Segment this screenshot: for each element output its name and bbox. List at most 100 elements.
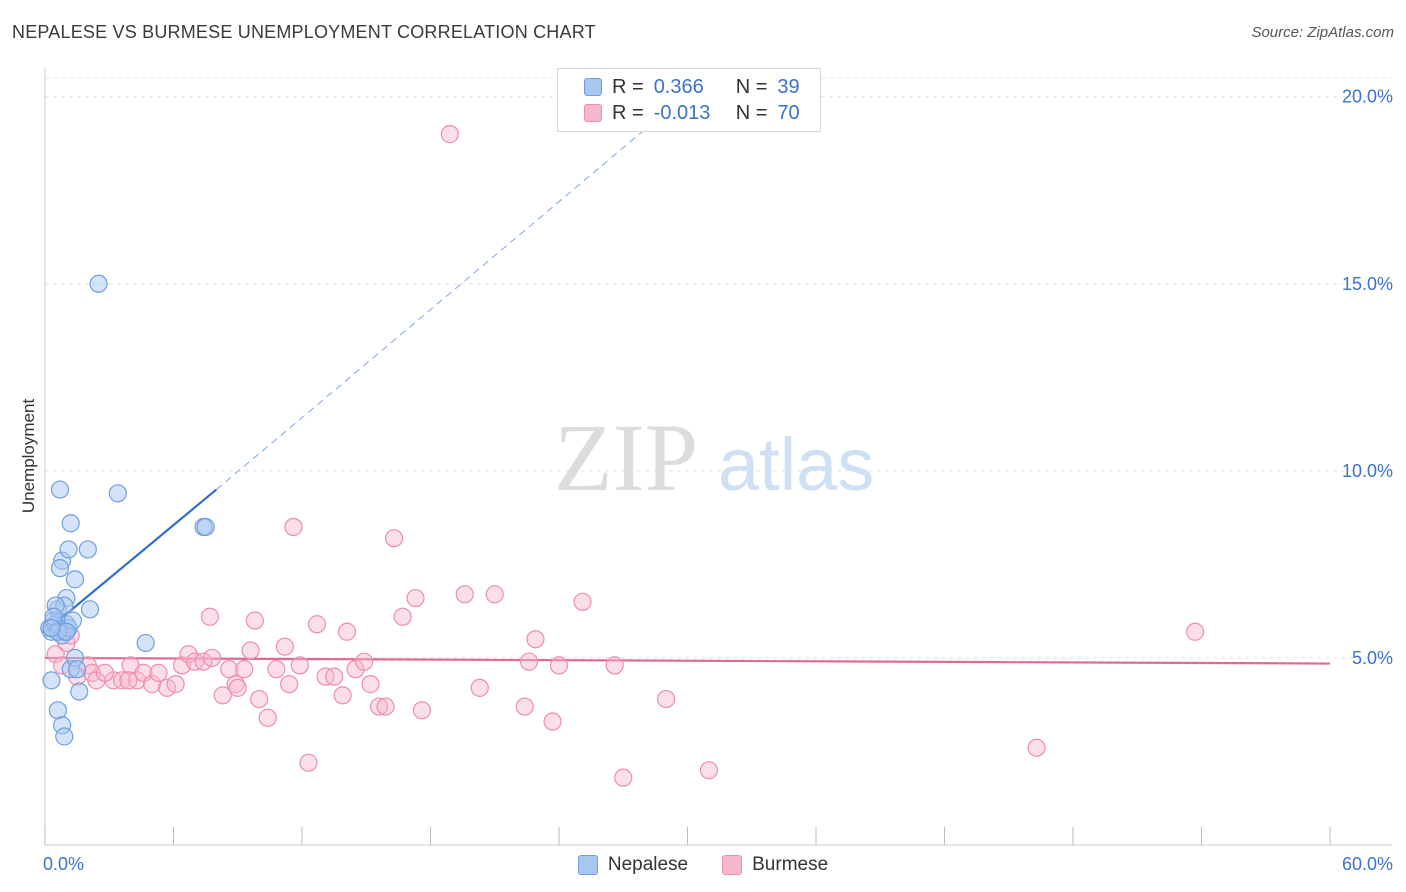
burmese-point <box>307 615 327 634</box>
nepalese-point <box>57 622 76 641</box>
burmese-point <box>333 686 352 705</box>
burmese-point <box>1185 622 1205 641</box>
burmese-point <box>376 697 395 716</box>
legend-n-label: N = <box>735 101 768 124</box>
legend-label-burmese: Burmese <box>752 854 829 875</box>
burmese-point <box>549 656 569 675</box>
burmese-point <box>213 686 232 705</box>
nepalese-point <box>65 570 85 589</box>
x-tick-label: 60.0% <box>1342 854 1393 874</box>
nepalese-point <box>50 559 70 578</box>
burmese-point <box>95 663 115 682</box>
burmese-point <box>202 648 222 668</box>
nepalese-point <box>108 484 127 503</box>
burmese-point <box>337 622 357 641</box>
burmese-points <box>46 125 1205 787</box>
watermark: ZIP atlas <box>554 404 874 511</box>
burmese-point <box>258 708 277 727</box>
chart-title: NEPALESE VS BURMESE UNEMPLOYMENT CORRELA… <box>12 22 596 42</box>
y-tick-label: 5.0% <box>1352 648 1393 668</box>
nepalese-trend-extension <box>216 111 667 490</box>
burmese-point <box>112 671 132 690</box>
tick-labels: 5.0% 10.0% 15.0% 20.0% 0.0% 60.0% <box>43 87 1393 874</box>
burmese-point <box>470 678 489 697</box>
source-label: Source: ZipAtlas.com <box>1251 24 1394 41</box>
legend-n-value: 39 <box>777 75 800 98</box>
burmese-point <box>179 645 198 664</box>
burmese-swatch <box>722 855 743 875</box>
axes <box>44 68 1392 846</box>
y-axis-label: Unemployment <box>19 399 38 514</box>
burmese-point <box>614 768 633 787</box>
nepalese-point <box>48 701 67 720</box>
x-tick-label: 0.0% <box>43 854 84 874</box>
burmese-point <box>543 712 562 731</box>
legend-r-value: 0.366 <box>653 75 704 98</box>
burmese-trend-line <box>44 656 1331 665</box>
burmese-point <box>280 675 299 694</box>
burmese-point <box>519 652 539 671</box>
legend-r-label: R = <box>612 101 644 124</box>
burmese-point <box>275 637 294 656</box>
burmese-point <box>267 660 286 679</box>
nepalese-point <box>55 727 74 746</box>
burmese-point <box>605 656 624 675</box>
legend-item-burmese: Burmese <box>722 852 828 878</box>
burmese-point <box>355 652 374 671</box>
trend-lines <box>44 111 1331 665</box>
burmese-point <box>241 641 260 660</box>
legend-r-value: -0.013 <box>653 101 711 124</box>
burmese-point <box>220 660 239 679</box>
nepalese-point <box>42 671 61 690</box>
burmese-point <box>455 585 474 604</box>
y-tick-label: 10.0% <box>1342 461 1393 481</box>
nepalese-point <box>70 682 89 701</box>
nepalese-point <box>42 618 61 638</box>
burmese-point <box>440 125 459 144</box>
nepalese-point <box>196 517 215 537</box>
watermark-atlas: atlas <box>718 423 874 506</box>
nepalese-point <box>80 600 100 619</box>
burmese-point <box>290 656 309 675</box>
nepalese-point <box>136 633 155 653</box>
burmese-point <box>699 761 719 780</box>
burmese-point <box>46 645 65 664</box>
nepalese-swatch <box>577 855 598 875</box>
nepalese-point <box>59 540 78 559</box>
burmese-point <box>250 689 269 709</box>
burmese-point <box>119 671 138 690</box>
legend-n-label: N = <box>735 75 768 98</box>
burmese-point <box>393 607 412 626</box>
burmese-point <box>200 607 220 626</box>
nepalese-point <box>68 660 87 679</box>
burmese-point <box>412 701 432 720</box>
burmese-point <box>384 529 404 548</box>
burmese-point <box>325 667 344 686</box>
burmese-point <box>361 675 380 694</box>
burmese-point <box>515 697 534 716</box>
burmese-point <box>142 675 162 694</box>
legend-row-burmese: R = -0.013 N = 70 <box>584 101 800 125</box>
legend-label-nepalese: Nepalese <box>607 854 689 875</box>
nepalese-point <box>61 514 80 533</box>
y-tick-label: 20.0% <box>1342 87 1393 107</box>
burmese-point <box>245 611 264 630</box>
nepalese-swatch <box>584 78 602 96</box>
burmese-point <box>235 660 254 679</box>
burmese-point <box>299 753 318 772</box>
burmese-point <box>149 663 168 682</box>
grid-lines <box>45 77 1392 659</box>
burmese-point <box>228 678 247 697</box>
nepalese-points <box>40 274 215 746</box>
burmese-point <box>485 585 504 604</box>
legend-r-label: R = <box>612 75 644 98</box>
y-tick-label: 15.0% <box>1342 274 1393 294</box>
watermark-zip: ZIP <box>554 404 698 511</box>
legend-n-value: 70 <box>777 101 800 124</box>
legend-item-nepalese: Nepalese <box>577 852 689 878</box>
correlation-legend: R = 0.366 N = 39 R = -0.013 N = 70 <box>557 68 821 132</box>
burmese-point <box>1027 738 1046 757</box>
nepalese-point <box>89 274 108 293</box>
burmese-point <box>526 630 545 649</box>
